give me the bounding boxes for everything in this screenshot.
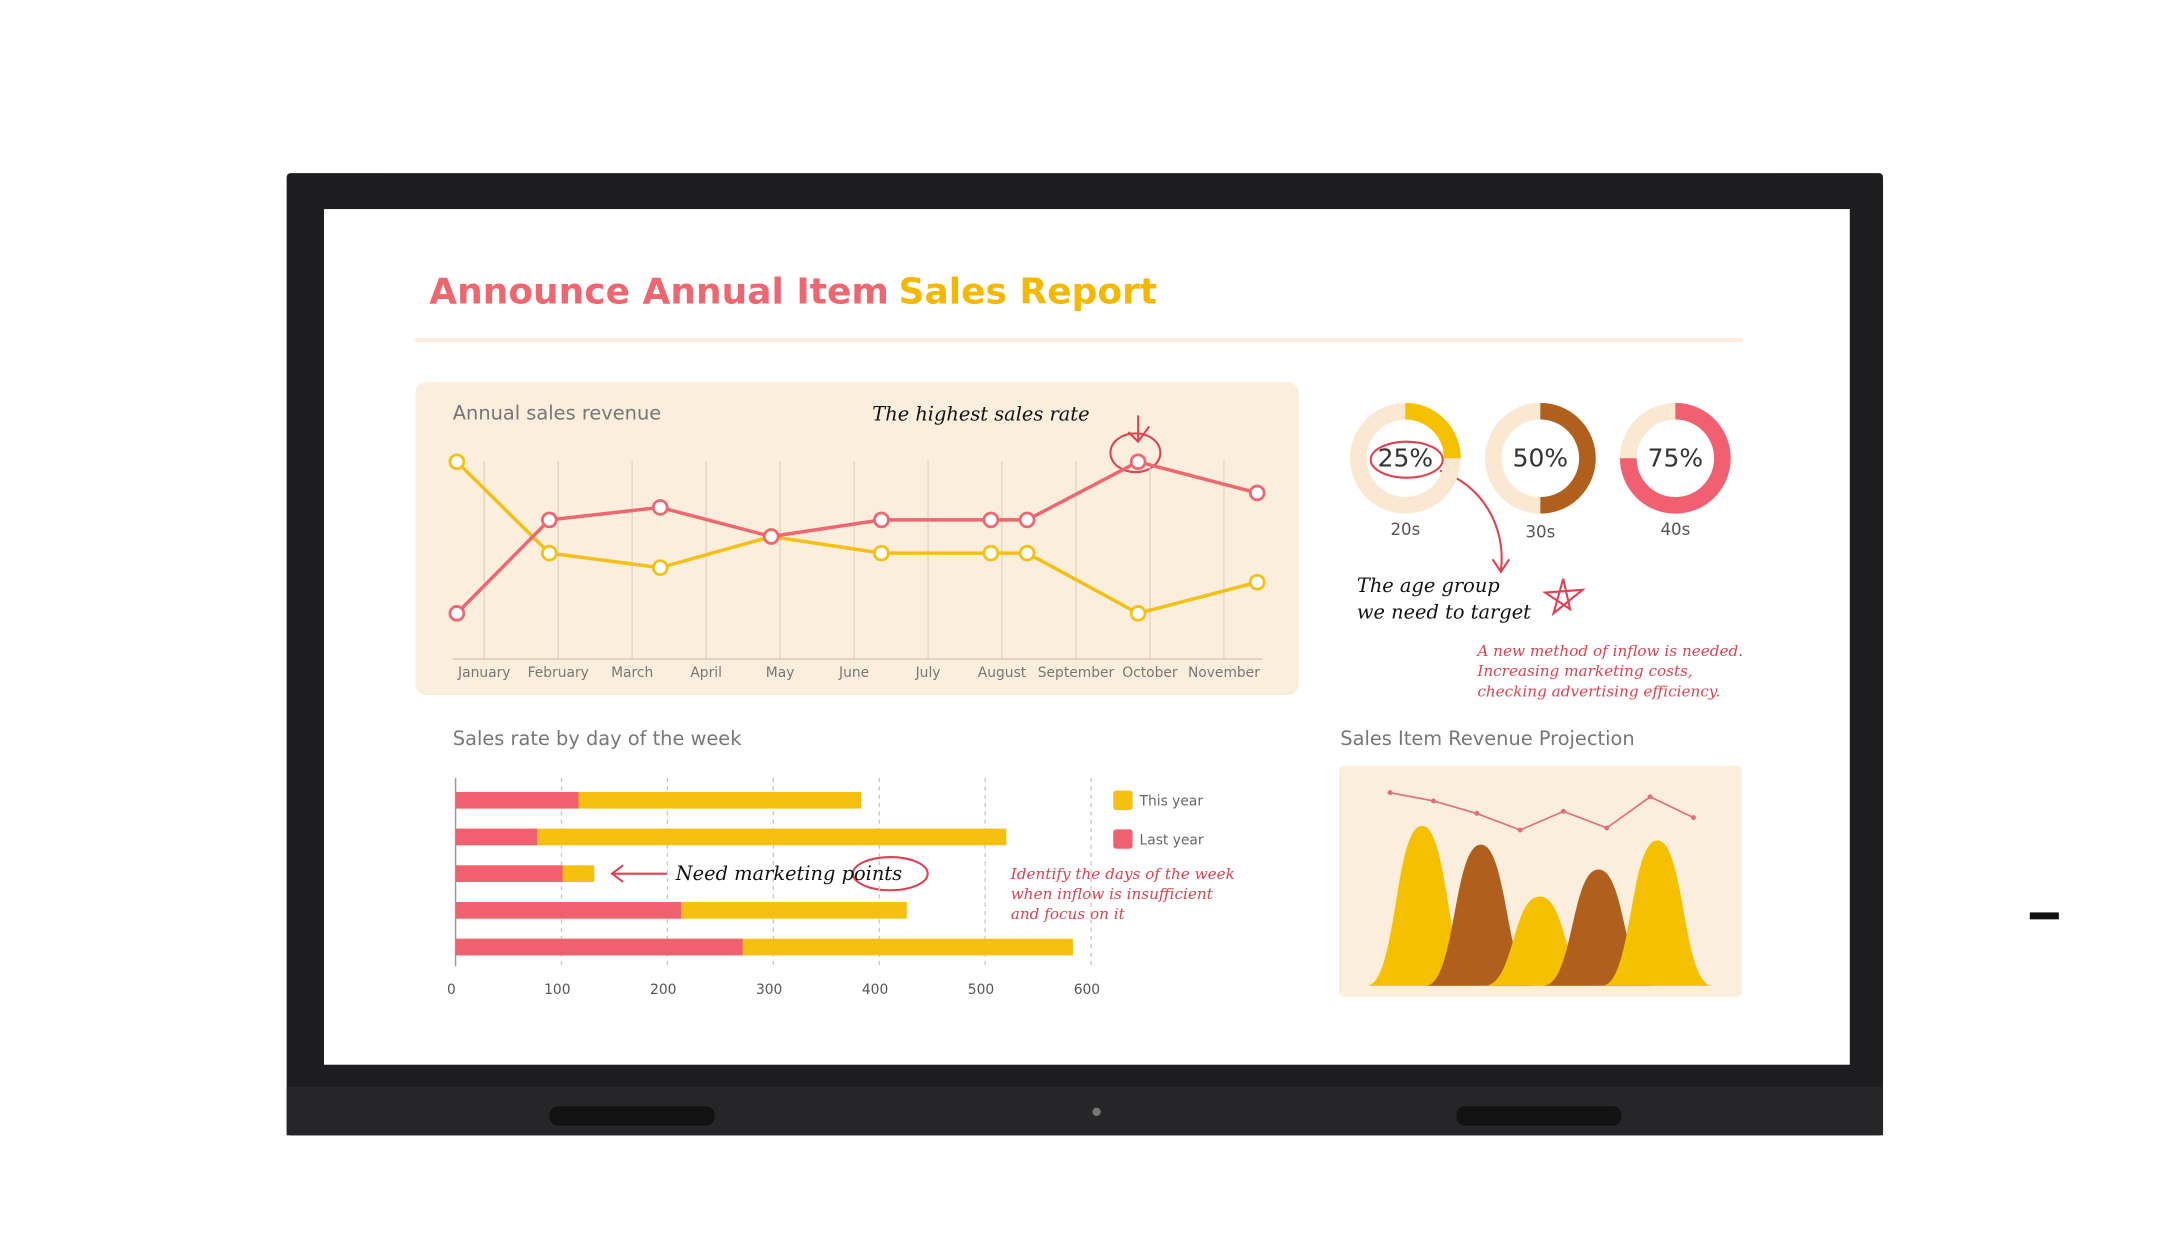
- trend-point: [1691, 815, 1696, 821]
- donut-category: 40s: [1660, 520, 1690, 539]
- annotation: and focus on it: [1011, 905, 1126, 923]
- x-tick-label: September: [1038, 665, 1115, 681]
- donut-value: 25%: [1378, 444, 1433, 473]
- legend-label: This year: [1139, 794, 1204, 810]
- data-point: [541, 511, 558, 529]
- x-tick-label: 600: [1074, 982, 1100, 998]
- trend-point: [1517, 827, 1523, 833]
- report-title: Announce Annual Item Sales Report: [429, 272, 1157, 313]
- legend-swatch: [1113, 790, 1133, 810]
- data-point: [448, 605, 466, 622]
- x-tick-label: June: [838, 665, 869, 681]
- legend-swatch: [1113, 829, 1133, 849]
- data-point: [762, 528, 780, 545]
- annotation: we need to target: [1357, 600, 1531, 623]
- annotation: A new method of inflow is needed.: [1475, 642, 1743, 660]
- data-point: [1018, 544, 1036, 562]
- speaker-grille: [1456, 1106, 1622, 1126]
- monitor-bottom-bar: [286, 1086, 1884, 1136]
- x-tick-label: 300: [756, 982, 782, 998]
- bar: [455, 791, 579, 809]
- donut-category: 30s: [1525, 523, 1555, 542]
- annotation: The age group: [1357, 574, 1500, 597]
- line-panel: [415, 382, 1299, 696]
- trend-point: [1430, 798, 1436, 804]
- speaker-grille: [549, 1106, 715, 1126]
- legend-label: Last year: [1140, 832, 1204, 848]
- donut-value: 75%: [1648, 444, 1703, 473]
- trend-point: [1647, 794, 1653, 800]
- donut-arc: [1539, 402, 1596, 514]
- data-point: [448, 453, 466, 471]
- data-point: [1129, 605, 1147, 622]
- x-tick-label: January: [457, 665, 510, 681]
- donut-value: 50%: [1513, 444, 1568, 473]
- chart-title: Sales Item Revenue Projection: [1340, 727, 1634, 750]
- data-point: [541, 544, 558, 562]
- edge-mark: [2029, 912, 2059, 920]
- annotation: Increasing marketing costs,: [1476, 662, 1692, 680]
- points-circle: [851, 855, 929, 892]
- donut-arc: [1619, 402, 1731, 514]
- x-tick-label: 0: [447, 982, 456, 998]
- donut-arc: [1404, 402, 1461, 459]
- bar: [455, 828, 538, 846]
- target-circle: [1369, 440, 1444, 479]
- trend-point: [1387, 790, 1393, 796]
- chart-title: Annual sales revenue: [453, 401, 661, 424]
- donut-category: 20s: [1390, 520, 1420, 539]
- x-tick-label: March: [611, 665, 653, 681]
- data-point: [873, 544, 890, 562]
- bar: [455, 902, 682, 919]
- x-tick-label: October: [1122, 665, 1178, 681]
- annotation: when inflow is insufficient: [1011, 885, 1214, 903]
- x-tick-label: April: [690, 665, 722, 681]
- trend-point: [1560, 808, 1566, 814]
- data-point: [1018, 511, 1036, 529]
- data-point: [873, 511, 890, 529]
- bar: [455, 865, 563, 882]
- data-point: [1129, 453, 1147, 471]
- star-doodle: [1542, 578, 1586, 617]
- annotation: The highest sales rate: [872, 402, 1089, 425]
- highlight-arrow: [1127, 415, 1151, 444]
- trend-point: [1474, 810, 1480, 816]
- x-tick-label: August: [978, 665, 1027, 681]
- peak-area: [1601, 840, 1713, 986]
- annotation: Identify the days of the week: [1010, 865, 1235, 883]
- x-tick-label: November: [1188, 665, 1260, 681]
- title-lead: Announce Annual Item: [429, 272, 889, 313]
- title-accent: Sales Report: [899, 272, 1157, 313]
- data-point: [982, 511, 1000, 529]
- chart-title: Sales rate by day of the week: [453, 727, 742, 750]
- data-point: [982, 544, 1000, 562]
- bar-arrow: [610, 864, 668, 883]
- annotation: Need marketing points: [675, 862, 902, 885]
- highlight-circle: [1109, 432, 1162, 474]
- x-tick-label: July: [915, 665, 941, 681]
- data-point: [651, 559, 669, 576]
- bar: [455, 828, 1007, 846]
- annotation: checking advertising efficiency.: [1477, 682, 1720, 700]
- trend-point: [1604, 825, 1610, 831]
- trend-line: [1389, 791, 1694, 831]
- x-tick-label: 400: [862, 982, 888, 998]
- data-point: [1248, 484, 1266, 502]
- logo-mark: [1092, 1107, 1101, 1116]
- x-tick-label: 200: [650, 982, 676, 998]
- peak-area: [1425, 844, 1537, 986]
- data-point: [1248, 573, 1266, 591]
- x-tick-label: May: [766, 665, 795, 681]
- x-tick-label: 500: [968, 982, 994, 998]
- x-tick-label: 100: [544, 982, 570, 998]
- title-rule: [415, 337, 1744, 342]
- data-point: [651, 499, 669, 516]
- bar: [455, 938, 743, 956]
- x-tick-label: February: [528, 665, 589, 681]
